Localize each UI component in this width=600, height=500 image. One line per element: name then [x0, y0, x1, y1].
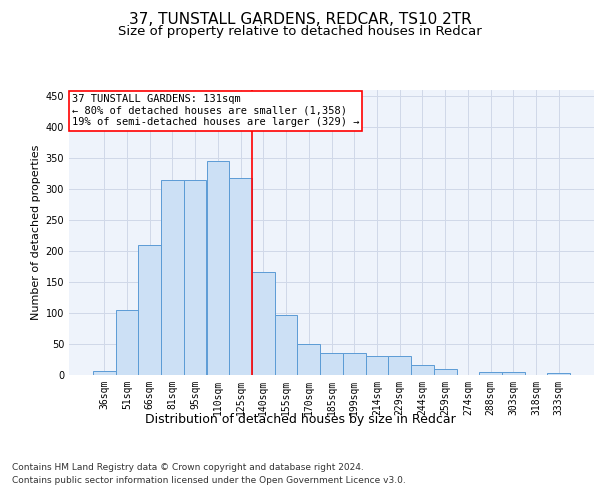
Bar: [252, 272, 275, 375]
Text: 37 TUNSTALL GARDENS: 131sqm
← 80% of detached houses are smaller (1,358)
19% of : 37 TUNSTALL GARDENS: 131sqm ← 80% of det…: [71, 94, 359, 128]
Bar: [547, 373, 570, 375]
Bar: [365, 356, 388, 375]
Bar: [275, 315, 298, 375]
Bar: [139, 245, 161, 375]
Bar: [434, 370, 457, 375]
Bar: [320, 352, 343, 375]
Text: Contains HM Land Registry data © Crown copyright and database right 2024.: Contains HM Land Registry data © Crown c…: [12, 462, 364, 471]
Text: Contains public sector information licensed under the Open Government Licence v3: Contains public sector information licen…: [12, 476, 406, 485]
Text: Size of property relative to detached houses in Redcar: Size of property relative to detached ho…: [118, 25, 482, 38]
Bar: [388, 356, 411, 375]
Bar: [206, 161, 229, 375]
Text: 37, TUNSTALL GARDENS, REDCAR, TS10 2TR: 37, TUNSTALL GARDENS, REDCAR, TS10 2TR: [128, 12, 472, 28]
Y-axis label: Number of detached properties: Number of detached properties: [31, 145, 41, 320]
Bar: [161, 180, 184, 375]
Bar: [116, 310, 139, 375]
Bar: [229, 178, 252, 375]
Bar: [411, 365, 434, 375]
Bar: [298, 344, 320, 375]
Bar: [343, 352, 365, 375]
Bar: [93, 370, 116, 375]
Bar: [479, 372, 502, 375]
Bar: [502, 372, 524, 375]
Text: Distribution of detached houses by size in Redcar: Distribution of detached houses by size …: [145, 412, 455, 426]
Bar: [184, 180, 206, 375]
